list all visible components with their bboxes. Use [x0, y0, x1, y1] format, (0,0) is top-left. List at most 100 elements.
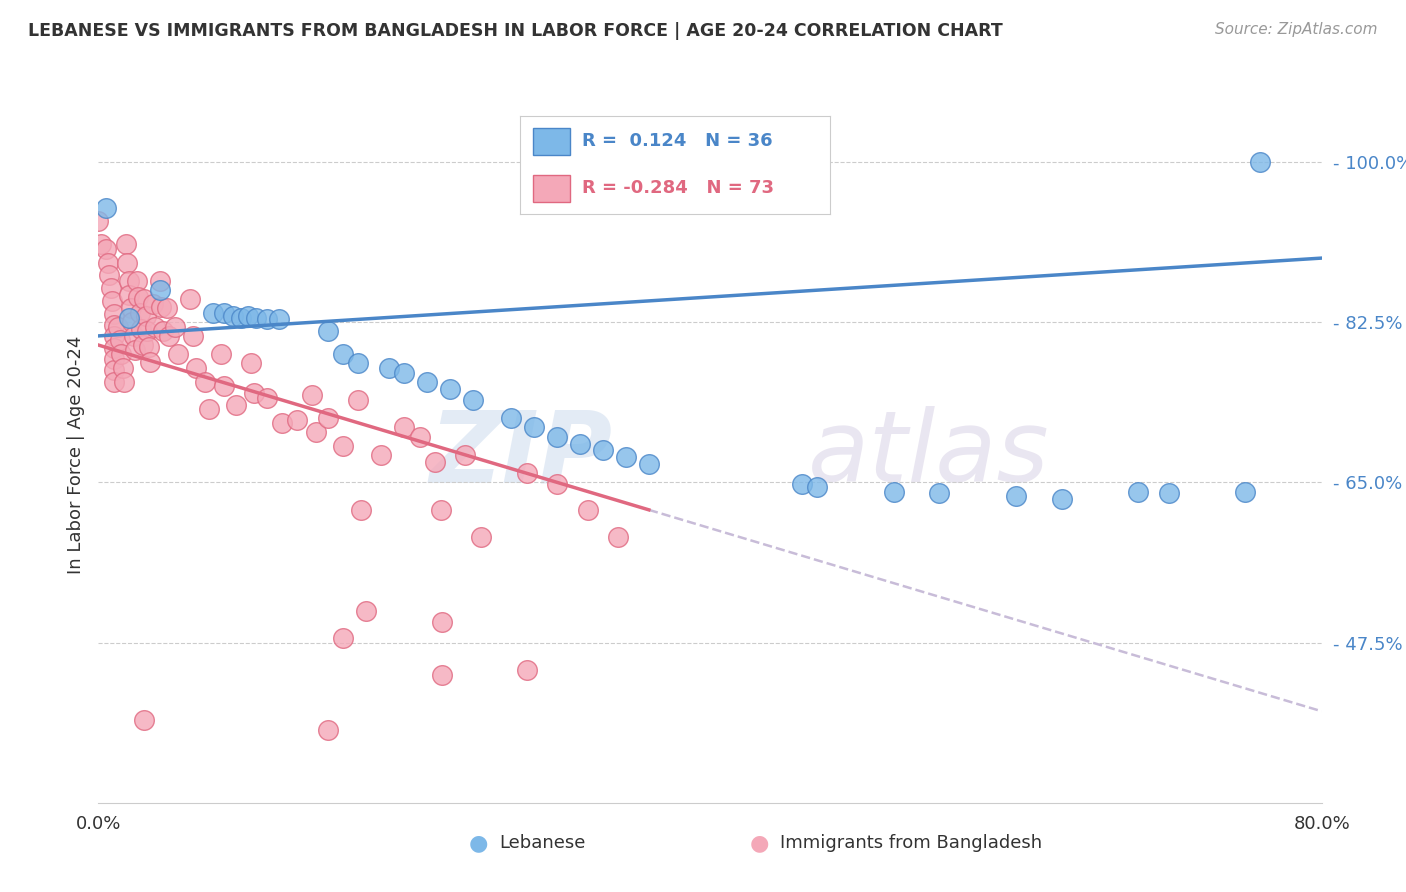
- Point: [186, 361, 208, 376]
- Point: [350, 503, 373, 517]
- Point: [238, 309, 260, 323]
- Point: [222, 309, 245, 323]
- Point: [132, 338, 155, 352]
- Point: [94, 242, 117, 256]
- Point: [1004, 489, 1026, 503]
- Point: [134, 714, 156, 728]
- Point: [546, 429, 568, 443]
- Point: [501, 411, 523, 425]
- Point: [103, 341, 125, 355]
- Point: [1249, 155, 1271, 169]
- Point: [103, 351, 125, 366]
- Point: [546, 477, 568, 491]
- Point: [103, 307, 125, 321]
- Point: [1050, 491, 1073, 506]
- Point: [304, 425, 326, 439]
- Point: [121, 315, 143, 329]
- FancyBboxPatch shape: [533, 128, 569, 155]
- Point: [152, 324, 174, 338]
- Point: [256, 312, 278, 326]
- Point: [122, 329, 145, 343]
- Point: [245, 310, 267, 325]
- Point: [209, 347, 232, 361]
- Point: [136, 324, 159, 338]
- Point: [134, 293, 156, 307]
- Point: [117, 255, 139, 269]
- Point: [127, 290, 149, 304]
- Point: [569, 437, 592, 451]
- Point: [243, 385, 266, 400]
- Text: Lebanese: Lebanese: [499, 834, 585, 852]
- Point: [94, 201, 117, 215]
- Point: [354, 603, 377, 617]
- Point: [112, 375, 135, 389]
- Y-axis label: In Labor Force | Age 20-24: In Labor Force | Age 20-24: [66, 335, 84, 574]
- Text: ●: ●: [749, 833, 769, 853]
- Point: [149, 283, 172, 297]
- Point: [100, 281, 122, 295]
- Point: [156, 301, 179, 316]
- Point: [108, 334, 131, 348]
- Point: [167, 347, 190, 361]
- Point: [883, 484, 905, 499]
- Text: ●: ●: [468, 833, 488, 853]
- Point: [181, 329, 204, 343]
- Point: [270, 416, 292, 430]
- Point: [90, 237, 112, 252]
- Point: [138, 340, 160, 354]
- Point: [124, 343, 146, 357]
- Point: [285, 413, 308, 427]
- Text: R = -0.284   N = 73: R = -0.284 N = 73: [582, 179, 775, 197]
- Point: [928, 486, 950, 500]
- Text: Immigrants from Bangladesh: Immigrants from Bangladesh: [780, 834, 1042, 852]
- Point: [378, 361, 401, 376]
- Point: [256, 391, 278, 405]
- Point: [392, 420, 416, 434]
- Point: [592, 443, 614, 458]
- Point: [87, 214, 110, 228]
- Point: [614, 450, 637, 464]
- Point: [637, 457, 661, 471]
- Point: [202, 306, 225, 320]
- Point: [115, 237, 138, 252]
- Point: [101, 294, 124, 309]
- Point: [454, 448, 477, 462]
- Point: [470, 530, 492, 544]
- Point: [370, 448, 392, 462]
- Text: Source: ZipAtlas.com: Source: ZipAtlas.com: [1215, 22, 1378, 37]
- Point: [194, 375, 217, 389]
- Point: [316, 411, 339, 425]
- Point: [118, 287, 141, 301]
- Point: [461, 392, 484, 407]
- Point: [301, 388, 323, 402]
- Point: [197, 402, 219, 417]
- Point: [139, 354, 162, 368]
- Point: [332, 631, 354, 645]
- Point: [212, 379, 235, 393]
- Point: [107, 319, 129, 334]
- Point: [432, 667, 454, 681]
- Point: [408, 429, 430, 443]
- Point: [432, 615, 454, 629]
- Point: [607, 530, 630, 544]
- Point: [392, 366, 416, 380]
- Point: [125, 274, 148, 288]
- Point: [516, 663, 538, 677]
- Point: [103, 363, 125, 377]
- Point: [225, 398, 247, 412]
- Point: [316, 723, 339, 737]
- Point: [118, 310, 141, 325]
- Point: [98, 268, 121, 283]
- Point: [576, 503, 599, 517]
- Point: [423, 455, 446, 469]
- Point: [157, 329, 180, 343]
- Point: [103, 329, 125, 343]
- Point: [806, 480, 828, 494]
- Point: [267, 312, 290, 326]
- Point: [128, 306, 150, 320]
- Point: [143, 319, 166, 334]
- Point: [97, 255, 120, 269]
- Point: [150, 300, 173, 314]
- Point: [316, 324, 339, 338]
- Point: [163, 319, 186, 334]
